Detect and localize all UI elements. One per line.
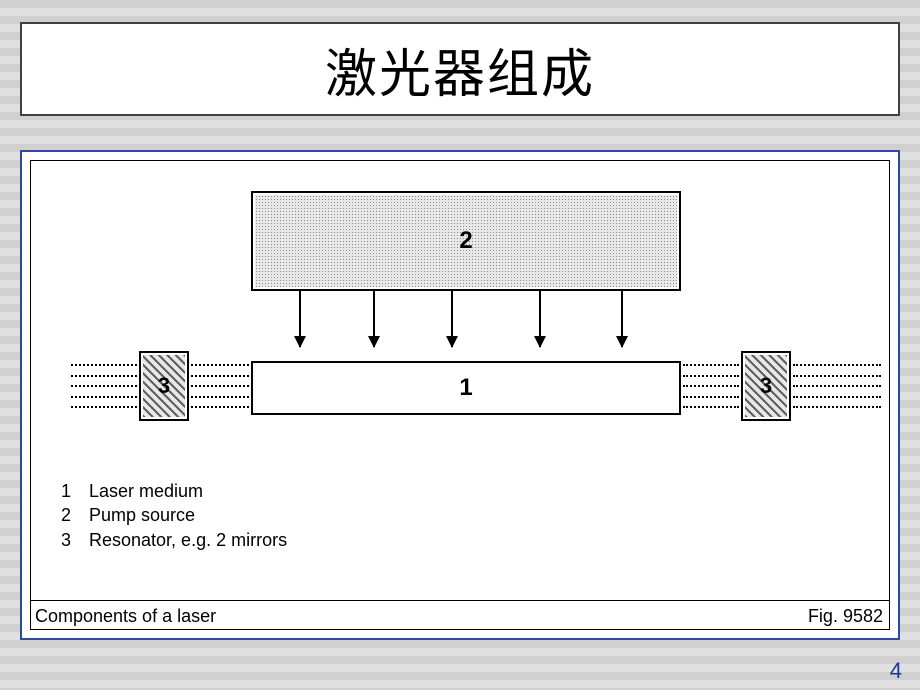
mirror-left: 3 [139, 351, 189, 421]
title-box: 激光器组成 [20, 22, 900, 116]
beam-segment [683, 364, 739, 408]
pump-arrow [299, 291, 301, 347]
slide-title: 激光器组成 [325, 32, 595, 107]
legend-text: Pump source [89, 503, 195, 527]
legend: 1 Laser medium 2 Pump source 3 Resonator… [61, 479, 287, 552]
legend-num: 2 [61, 503, 89, 527]
pump-arrow [451, 291, 453, 347]
laser-medium-box: 1 [251, 361, 681, 415]
pump-arrow [373, 291, 375, 347]
pump-arrow [539, 291, 541, 347]
legend-num: 3 [61, 528, 89, 552]
legend-row: 2 Pump source [61, 503, 287, 527]
pump-label: 2 [459, 227, 472, 255]
beam-segment [793, 364, 881, 408]
mirror-right: 3 [741, 351, 791, 421]
figure-caption: Components of a laser [35, 606, 216, 627]
beam-segment [71, 364, 137, 408]
legend-num: 1 [61, 479, 89, 503]
beam-segment [191, 364, 249, 408]
figure-canvas: 2 1 3 3 1 [30, 160, 890, 630]
figure-number: Fig. 9582 [808, 606, 883, 627]
legend-row: 1 Laser medium [61, 479, 287, 503]
medium-label: 1 [459, 374, 472, 402]
mirror-right-label: 3 [760, 373, 772, 399]
legend-text: Laser medium [89, 479, 203, 503]
pump-source-box: 2 [251, 191, 681, 291]
pump-arrow [621, 291, 623, 347]
caption-divider [31, 600, 889, 601]
figure-frame: 2 1 3 3 1 [20, 150, 900, 640]
legend-text: Resonator, e.g. 2 mirrors [89, 528, 287, 552]
mirror-left-label: 3 [158, 373, 170, 399]
page-number: 4 [890, 658, 902, 684]
legend-row: 3 Resonator, e.g. 2 mirrors [61, 528, 287, 552]
